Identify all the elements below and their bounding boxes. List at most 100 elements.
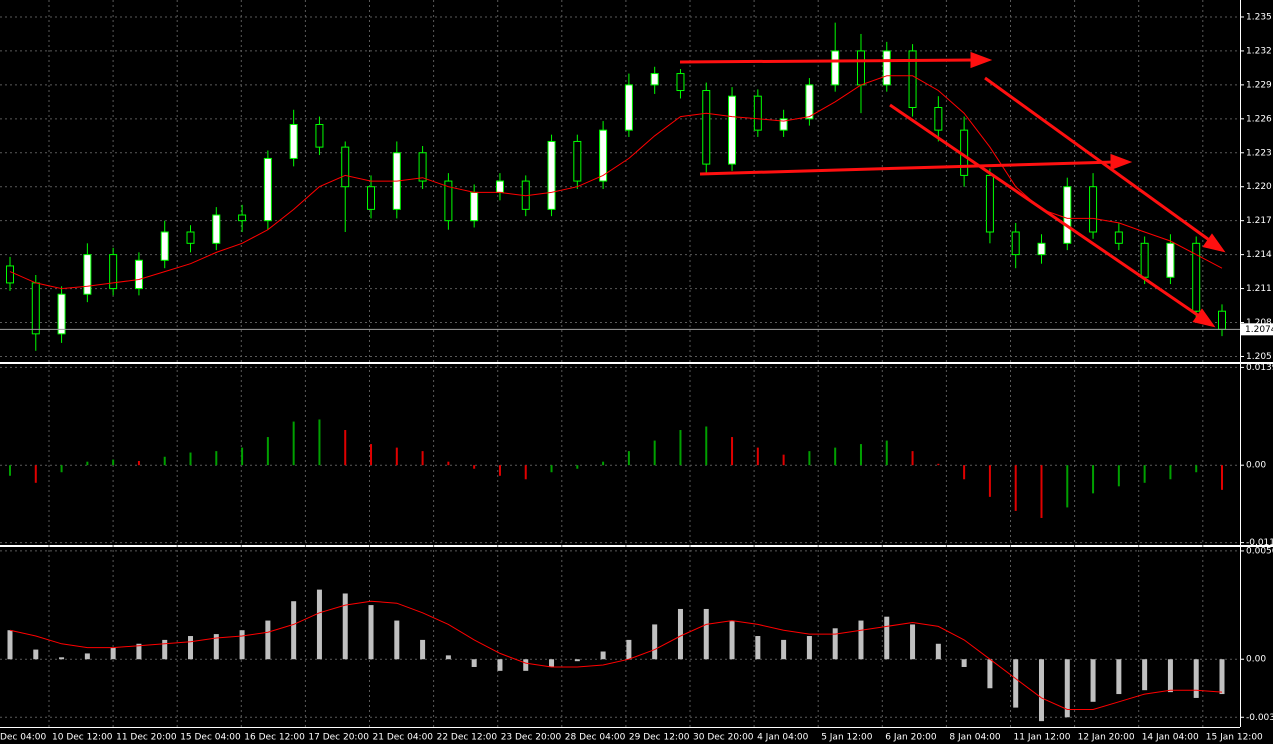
x-tick-label: 11 Jan 12:00 xyxy=(1014,733,1071,743)
candle-body xyxy=(367,186,376,210)
macd-bar xyxy=(1116,659,1122,695)
candle-body xyxy=(728,95,737,165)
candle-body xyxy=(779,118,788,131)
histogram-bar xyxy=(524,465,527,480)
candle-body xyxy=(289,123,298,159)
histogram-bar xyxy=(447,461,450,466)
macd-bar xyxy=(832,628,838,660)
y-tick-label: 1.208 xyxy=(1246,318,1272,328)
histogram-bar xyxy=(1169,465,1172,480)
histogram-bar xyxy=(627,451,630,466)
macd-bar xyxy=(1013,659,1019,708)
histogram-bar xyxy=(602,461,605,466)
macd-bar xyxy=(316,589,322,660)
histogram-bar xyxy=(9,465,11,476)
y-tick-label: 1.211 xyxy=(1246,284,1272,294)
histogram-bar xyxy=(163,456,166,466)
macd-bar xyxy=(729,620,735,660)
x-tick-label: 12 Jan 20:00 xyxy=(1078,733,1135,743)
x-tick-label: 5 Jan 12:00 xyxy=(821,733,873,743)
moving-average xyxy=(9,75,1223,290)
x-tick-label: 29 Dec 12:00 xyxy=(629,733,690,743)
x-tick-label: 30 Dec 20:00 xyxy=(693,733,754,743)
histogram-bar xyxy=(705,426,708,466)
trend-arrow xyxy=(699,160,1116,176)
histogram-bar xyxy=(576,465,579,469)
y-tick-label: -0.011 xyxy=(1246,538,1273,548)
histogram-bar xyxy=(473,465,476,469)
y-tick-label: 1.232 xyxy=(1246,46,1272,56)
annotations xyxy=(679,51,1226,328)
x-tick-label: 8 Jan 04:00 xyxy=(949,733,1001,743)
candle-body xyxy=(1011,231,1020,256)
macd-bar xyxy=(471,659,477,667)
macd-bar xyxy=(677,608,683,660)
y-tick-label: -0.003 xyxy=(1246,713,1273,723)
histogram-bar xyxy=(731,437,734,466)
candle-body xyxy=(1089,186,1098,233)
macd-bar xyxy=(265,620,271,660)
y-tick-label: 1.226 xyxy=(1246,114,1272,124)
macd-bar xyxy=(497,659,503,671)
histogram-bar xyxy=(1117,465,1120,487)
macd-bar xyxy=(33,649,39,660)
macd-bar xyxy=(291,601,297,660)
histogram-bar xyxy=(756,447,759,466)
histogram-bar xyxy=(834,447,837,466)
x-tick-label: 6 Jan 20:00 xyxy=(885,733,937,743)
histogram-bar xyxy=(86,461,89,466)
macd-bar xyxy=(1142,659,1148,691)
macd-bar xyxy=(162,639,168,660)
x-tick-label: Dec 04:00 xyxy=(0,733,46,743)
candle-body xyxy=(573,140,582,182)
histogram-bar xyxy=(266,437,269,466)
macd-bar xyxy=(961,659,967,667)
histogram-bar xyxy=(550,465,553,473)
histogram-bar xyxy=(782,454,785,466)
candle-body xyxy=(31,282,40,335)
y-tick-label: 0.00 xyxy=(1246,655,1266,665)
macd-bar xyxy=(213,634,219,660)
x-tick-label: 17 Dec 20:00 xyxy=(308,733,369,743)
y-tick-label: 1.217 xyxy=(1246,216,1272,226)
candle-body xyxy=(57,293,66,335)
x-tick-label: 10 Dec 12:00 xyxy=(52,733,113,743)
histogram-bar xyxy=(1092,465,1095,494)
macd-bar xyxy=(574,659,580,662)
candle-body xyxy=(547,140,556,210)
histogram-bar xyxy=(189,452,192,466)
candle-body xyxy=(753,95,762,131)
candle-body xyxy=(444,180,453,222)
candle-body xyxy=(1063,186,1072,244)
candle-body xyxy=(599,129,608,182)
candle-body xyxy=(702,90,711,165)
histogram-bar xyxy=(885,440,888,466)
histogram-bar xyxy=(370,444,373,466)
histogram-bar xyxy=(1014,465,1017,511)
candle-body xyxy=(985,174,994,233)
candle-body xyxy=(83,254,92,295)
histogram-bar xyxy=(679,430,682,466)
histogram-bar xyxy=(60,465,63,473)
macd-bar xyxy=(110,647,116,660)
macd-bar xyxy=(806,636,812,660)
x-tick-label: 14 Jan 04:00 xyxy=(1142,733,1199,743)
histogram-bar xyxy=(344,430,347,466)
macd-bar xyxy=(781,639,787,660)
y-tick-label: 1.229 xyxy=(1246,80,1272,90)
histogram-bar xyxy=(1143,465,1146,483)
histogram-bar xyxy=(937,463,940,466)
y-tick-label: 1.214 xyxy=(1246,250,1272,260)
y-tick-label: 0.0139 xyxy=(1246,363,1273,373)
arrow-head xyxy=(1110,153,1133,171)
candle-body xyxy=(1166,242,1175,278)
macd-bar xyxy=(342,593,348,660)
histogram-bar xyxy=(1195,465,1198,473)
y-tick-label: 1.220 xyxy=(1246,182,1272,192)
candle-body xyxy=(934,107,943,131)
y-tick-label: 1.235 xyxy=(1246,12,1272,22)
macd-bar xyxy=(600,651,606,660)
histogram-bar xyxy=(215,451,218,466)
